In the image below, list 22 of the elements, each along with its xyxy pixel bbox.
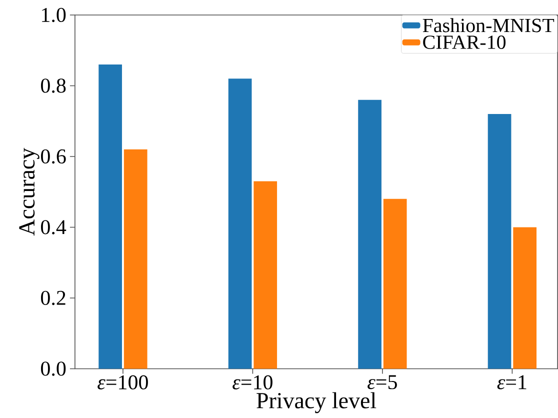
bar (254, 181, 278, 369)
x-tick-label: ε=10 (232, 375, 272, 390)
legend-label: Fashion-MNIST (422, 18, 554, 32)
y-tick-label: 0.6 (41, 150, 66, 164)
y-tick-label: 0.4 (41, 220, 66, 235)
y-axis-title: Accuracy (19, 148, 40, 236)
x-axis-title: Privacy level (256, 392, 376, 414)
bar (383, 199, 407, 369)
y-tick-label: 0.2 (41, 291, 66, 306)
bar (513, 227, 537, 369)
bar (124, 150, 148, 369)
x-tick-label: ε=5 (368, 375, 397, 390)
y-tick-label: 0.0 (41, 362, 66, 376)
legend-label: CIFAR-10 (423, 36, 506, 50)
x-tick-label: ε=100 (98, 375, 148, 390)
x-tick-label: ε=1 (497, 375, 526, 390)
y-tick-label: 0.8 (41, 78, 66, 94)
y-tick-label: 1.0 (42, 8, 66, 22)
bar (98, 64, 122, 369)
bar (488, 114, 512, 369)
bar (228, 78, 252, 369)
bar (358, 100, 382, 369)
